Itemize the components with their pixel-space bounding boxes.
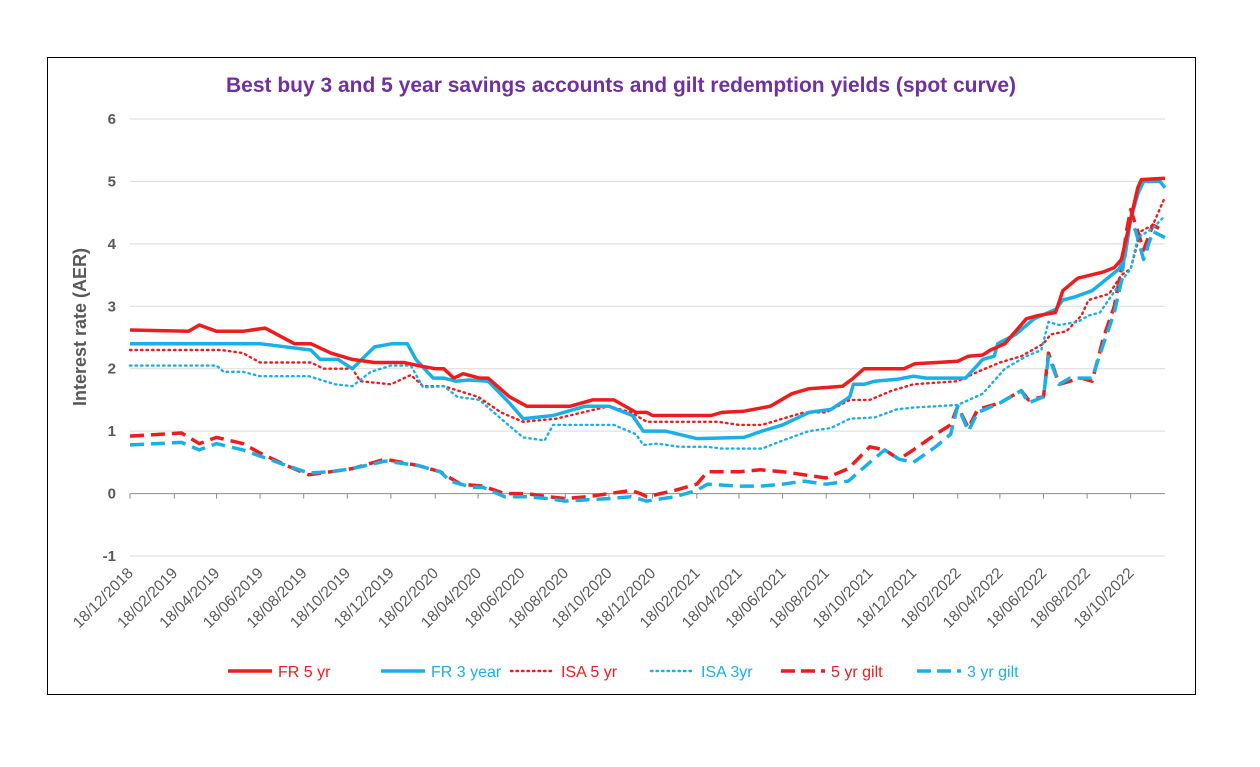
series-line-0 <box>129 176 1166 418</box>
series-line-5 <box>129 217 1166 503</box>
y-axis-title: Interest rate (AER) <box>70 248 90 406</box>
series-line-2 <box>128 195 1167 427</box>
y-tick-label: 1 <box>108 423 116 440</box>
series-line-4 <box>129 207 1166 501</box>
line-chart: Best buy 3 and 5 year savings accounts a… <box>70 74 1167 681</box>
legend: FR 5 yr FR 3 year ISA 5 yr ISA 3yr 5 yr gilt… <box>228 664 1019 681</box>
chart-frame: Best buy 3 and 5 year savings accounts a… <box>47 57 1196 695</box>
legend-label-5: 3 yr gilt <box>967 664 1019 681</box>
legend-label-3: ISA 3yr <box>701 664 753 681</box>
chart-title: Best buy 3 and 5 year savings accounts a… <box>226 74 1016 97</box>
y-tick-label: -1 <box>103 548 116 565</box>
series-line-1 <box>130 179 1167 441</box>
y-tick-label: 0 <box>108 486 116 503</box>
legend-label-2: ISA 5 yr <box>561 664 618 681</box>
y-tick-label: 3 <box>108 298 116 315</box>
series-lines <box>128 176 1167 503</box>
y-tick-label: 5 <box>108 173 116 190</box>
legend-label-1: FR 3 year <box>431 664 502 681</box>
y-tick-label: 4 <box>108 236 117 253</box>
axes: -1012345618/12/201818/02/201918/04/20191… <box>70 111 1138 632</box>
y-tick-label: 6 <box>108 111 116 128</box>
y-tick-label: 2 <box>108 361 116 378</box>
series-line-3 <box>128 214 1167 450</box>
legend-label-4: 5 yr gilt <box>831 664 883 681</box>
legend-label-0: FR 5 yr <box>278 664 331 681</box>
